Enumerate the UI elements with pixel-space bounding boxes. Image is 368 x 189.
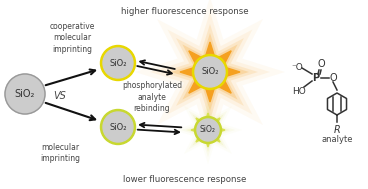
- Text: P: P: [312, 73, 319, 83]
- Circle shape: [100, 109, 135, 145]
- Text: SiO₂: SiO₂: [109, 122, 127, 132]
- Polygon shape: [181, 103, 235, 157]
- Polygon shape: [171, 33, 249, 111]
- Circle shape: [195, 116, 222, 143]
- Text: cooperative
molecular
imprinting: cooperative molecular imprinting: [49, 22, 95, 54]
- Polygon shape: [191, 113, 225, 147]
- Text: HO: HO: [292, 87, 306, 95]
- Polygon shape: [186, 108, 230, 152]
- Text: higher fluorescence response: higher fluorescence response: [121, 6, 249, 15]
- Text: analyte: analyte: [321, 135, 353, 144]
- Text: SiO₂: SiO₂: [109, 59, 127, 67]
- Circle shape: [192, 54, 227, 90]
- Text: SiO₂: SiO₂: [201, 67, 219, 77]
- Text: SiO₂: SiO₂: [15, 89, 35, 99]
- Text: lower fluorescence response: lower fluorescence response: [123, 176, 247, 184]
- Text: ⁻O: ⁻O: [291, 63, 303, 71]
- Circle shape: [195, 57, 225, 87]
- Text: VS: VS: [54, 91, 67, 101]
- Text: O: O: [317, 59, 325, 69]
- Polygon shape: [135, 0, 285, 147]
- Polygon shape: [162, 24, 258, 120]
- Circle shape: [197, 119, 219, 141]
- Polygon shape: [180, 42, 240, 102]
- Text: SiO₂: SiO₂: [200, 125, 216, 135]
- Circle shape: [5, 74, 45, 114]
- Text: R: R: [334, 125, 340, 135]
- Circle shape: [103, 48, 133, 78]
- Circle shape: [103, 112, 133, 142]
- Polygon shape: [150, 12, 270, 132]
- Text: molecular
imprinting: molecular imprinting: [40, 143, 80, 163]
- Text: phosphorylated
analyte
rebinding: phosphorylated analyte rebinding: [122, 81, 182, 113]
- Text: O: O: [329, 73, 337, 83]
- Circle shape: [100, 46, 135, 81]
